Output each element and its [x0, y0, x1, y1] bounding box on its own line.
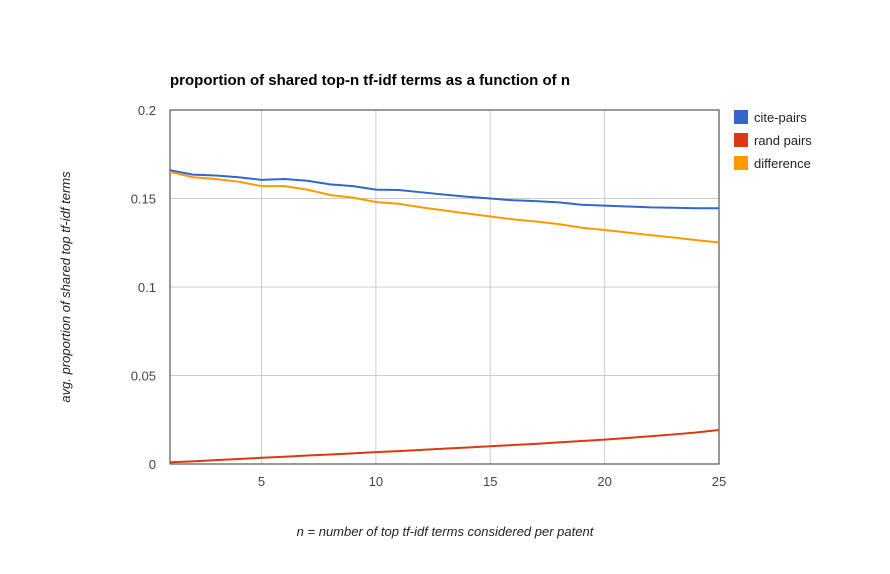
x-axis-title: n = number of top tf-idf terms considere…	[297, 524, 595, 539]
x-tick-label: 10	[369, 474, 383, 489]
x-tick-label: 15	[483, 474, 497, 489]
legend-label-cite-pairs: cite-pairs	[754, 110, 807, 125]
y-tick-label: 0.05	[131, 369, 156, 384]
y-axis-title: avg. proportion of shared top tf-idf ter…	[58, 171, 73, 403]
y-tick-label: 0	[149, 457, 156, 472]
y-tick-label: 0.15	[131, 192, 156, 207]
legend: cite-pairs rand pairs difference	[734, 110, 812, 171]
x-tick-label: 5	[258, 474, 265, 489]
legend-swatch-cite-pairs	[734, 110, 748, 124]
legend-swatch-difference	[734, 156, 748, 170]
plot-area-border	[169, 109, 720, 465]
legend-label-rand-pairs: rand pairs	[754, 133, 812, 148]
series-lines	[169, 169, 720, 464]
x-tick-label: 25	[712, 474, 726, 489]
chart-title: proportion of shared top-n tf-idf terms …	[170, 72, 570, 89]
legend-label-difference: difference	[754, 156, 811, 171]
legend-swatch-rand-pairs	[734, 133, 748, 147]
x-tick-label: 20	[597, 474, 611, 489]
series-line-cite-pairs	[169, 169, 719, 210]
y-axis-ticks: 0 0.05 0.1 0.15 0.2	[131, 103, 156, 472]
x-axis-ticks: 5 10 15 20 25	[258, 474, 726, 489]
series-line-rand-pairs	[169, 429, 720, 464]
series-line-difference	[169, 170, 720, 244]
y-tick-label: 0.1	[138, 280, 156, 295]
y-tick-label: 0.2	[138, 103, 156, 118]
